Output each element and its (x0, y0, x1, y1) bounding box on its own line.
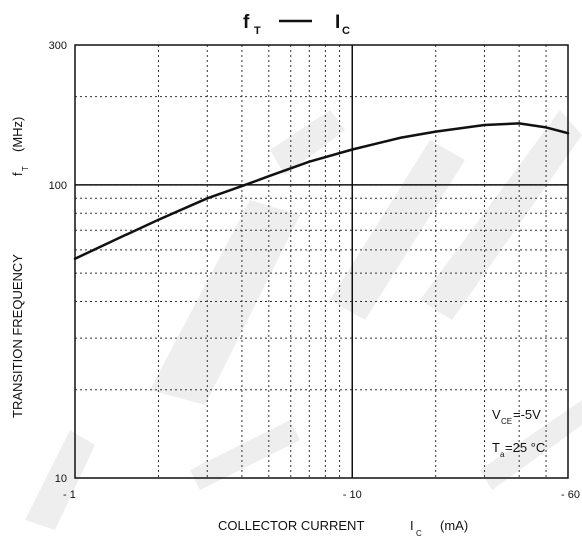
x-axis-unit: (mA) (440, 518, 468, 533)
y-axis-symbol-sub: T (21, 166, 30, 171)
y-axis-unit: (MHz) (10, 117, 25, 152)
annotation-ta: T a =25 °C (492, 440, 545, 459)
title-i-sub: C (342, 25, 350, 37)
x-axis-symbol: I (410, 518, 414, 533)
title-f: f (243, 12, 250, 33)
watermark (25, 110, 582, 530)
annotation-vce-main: V (492, 407, 501, 422)
title-f-sub: T (254, 25, 261, 37)
x-axis-symbol-sub: C (416, 529, 422, 538)
x-axis-label: COLLECTOR CURRENT I C (mA) (218, 518, 468, 538)
plot-frame (74, 44, 569, 479)
annotation-ta-main: T (492, 440, 500, 455)
y-tick-label: 100 (49, 180, 67, 192)
x-tick-label: - 60 (561, 489, 580, 501)
annotation-vce: V CE =-5V (492, 407, 541, 426)
y-tick-labels: 10 100 300 (49, 40, 67, 485)
x-tick-labels: - 1 - 10 - 60 (63, 489, 580, 501)
y-axis-label: TRANSITION FREQUENCY f T (MHz) (10, 117, 30, 418)
annotation-ta-value: =25 °C (505, 440, 545, 455)
y-tick-label: 300 (49, 40, 67, 52)
x-tick-label: - 1 (63, 489, 76, 501)
chart-title: f T I C (243, 12, 350, 37)
heavy-grid-lines (75, 45, 568, 478)
x-tick-label: - 10 (343, 489, 362, 501)
annotation-vce-sub: CE (501, 417, 512, 426)
y-axis-text: TRANSITION FREQUENCY (10, 254, 25, 418)
y-axis-symbol: f (10, 172, 25, 176)
y-tick-label: 10 (55, 473, 67, 485)
series-line (73, 122, 570, 260)
annotation-vce-value: =-5V (513, 407, 541, 422)
title-i: I (335, 12, 340, 33)
x-axis-text: COLLECTOR CURRENT (218, 518, 364, 533)
annotation-ta-sub: a (500, 450, 505, 459)
